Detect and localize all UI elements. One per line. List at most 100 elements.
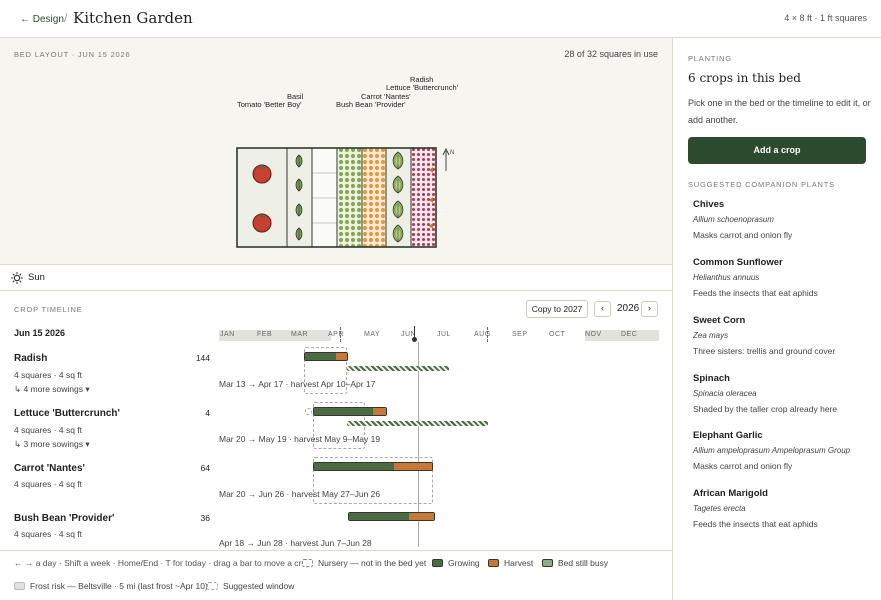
crop-label-basil: Basil	[287, 92, 304, 101]
month-label: APR	[328, 331, 344, 338]
next-year-button[interactable]: ›	[641, 301, 658, 317]
crop-label-radish: Radish	[410, 75, 434, 84]
crop-label-bush-bean: Bush Bean 'Provider'	[336, 100, 406, 109]
crop-timeline: CROP TIMELINE Copy to 2027 ‹ 2026 › Jun …	[0, 291, 673, 550]
legend-growing: Growing	[432, 558, 480, 568]
companion-sweet-corn[interactable]: Sweet Corn Zea mays Three sisters: trell…	[693, 315, 873, 356]
panel-label: PLANTING	[688, 54, 732, 63]
crop-name-bush-bean[interactable]: Bush Bean 'Provider'	[14, 513, 115, 524]
month-label: MAY	[364, 331, 381, 338]
prev-year-button[interactable]: ‹	[594, 301, 611, 317]
window-swatch	[207, 582, 218, 590]
bed-layout-label: BED LAYOUT · JUN 15 2026	[14, 50, 131, 59]
frost-risk-band-spring	[219, 330, 331, 341]
top-bar: ← Design / Kitchen Garden 4 × 8 ft · 1 f…	[0, 0, 881, 38]
harvest-swatch	[488, 559, 499, 567]
today-marker[interactable]	[414, 326, 415, 341]
crop-name-carrot[interactable]: Carrot 'Nantes'	[14, 463, 85, 474]
north-indicator: N	[450, 150, 454, 156]
companion-name: Common Sunflower	[693, 257, 783, 268]
companions-label: SUGGESTED COMPANION PLANTS	[688, 180, 835, 189]
companion-name: Spinach	[693, 373, 730, 384]
squares-in-use: 28 of 32 squares in use	[564, 49, 658, 59]
bar-carrot[interactable]	[313, 462, 433, 471]
range-lettuce: Mar 20 → May 19 · harvest May 9–May 19	[219, 434, 381, 444]
legend-nursery: Nursery — not in the bed yet	[302, 558, 426, 568]
companion-note: Shaded by the taller crop already here	[693, 404, 838, 414]
companion-name: Elephant Garlic	[693, 430, 763, 441]
month-label: FEB	[257, 331, 273, 338]
more-sowings-radish[interactable]: ↳ 4 more sowings ▾	[14, 384, 90, 394]
month-label: NOV	[585, 331, 602, 338]
sun-toggle-row[interactable]: Sun	[0, 264, 673, 291]
companion-latin: Allium schoenoprasum	[693, 215, 774, 224]
more-sowings-lettuce[interactable]: ↳ 3 more sowings ▾	[14, 439, 90, 449]
range-radish: Mar 13 → Apr 17 · harvest Apr 10–Apr 17	[219, 379, 376, 389]
add-crop-button[interactable]: Add a crop	[688, 137, 866, 164]
companion-latin: Spinacia oleracea	[693, 389, 757, 398]
crop-count-radish: 144	[195, 353, 210, 363]
suggested-window-radish	[304, 347, 347, 394]
companion-spinach[interactable]: Spinach Spinacia oleracea Shaded by the …	[693, 373, 873, 414]
back-link[interactable]: ← Design	[20, 14, 64, 25]
keyboard-hint: ← → a day · Shift a week · Home/End · T …	[14, 558, 311, 568]
companion-latin: Zea mays	[693, 331, 729, 340]
crop-count-bush-bean: 36	[200, 513, 210, 523]
companion-chives[interactable]: Chives Allium schoenoprasum Masks carrot…	[693, 199, 873, 240]
month-axis: JAN FEB MAR APR MAY JUN JUL AUG SEP OCT …	[219, 326, 659, 342]
companion-note: Masks carrot and onion fly	[693, 461, 793, 471]
copy-to-next-year-button[interactable]: Copy to 2027	[526, 300, 588, 318]
crop-area-carrot: 4 squares · 4 sq ft	[14, 479, 83, 489]
nursery-lettuce	[305, 408, 312, 415]
companion-african-marigold[interactable]: African Marigold Tagetes erecta Feeds th…	[693, 488, 873, 529]
month-label: SEP	[512, 331, 528, 338]
month-label: DEC	[621, 331, 638, 338]
sun-icon	[11, 272, 23, 284]
frost-swatch	[14, 582, 25, 590]
month-label: JUN	[401, 331, 417, 338]
crop-area-lettuce: 4 squares · 4 sq ft	[14, 425, 83, 435]
crop-label-carrot: Carrot 'Nantes'	[361, 92, 411, 101]
companion-sunflower[interactable]: Common Sunflower Helianthus annuus Feeds…	[693, 257, 873, 298]
crop-label-lettuce: Lettuce 'Buttercrunch'	[386, 83, 459, 92]
raised-bed-grid[interactable]: N	[236, 147, 461, 249]
companion-name: Sweet Corn	[693, 315, 746, 326]
month-label: MAR	[291, 331, 309, 338]
nursery-swatch	[302, 559, 313, 567]
page-title: Kitchen Garden	[73, 9, 193, 27]
companion-note: Feeds the insects that eat aphids	[693, 288, 818, 298]
panel-title: 6 crops in this bed	[688, 71, 801, 85]
companion-elephant-garlic[interactable]: Elephant Garlic Allium ampeloprasum Ampe…	[693, 430, 873, 471]
companion-latin: Allium ampeloprasum Ampeloprasum Group	[693, 446, 851, 455]
today-marker-dot[interactable]	[412, 337, 417, 342]
crop-area-bush-bean: 4 squares · 4 sq ft	[14, 529, 83, 539]
companion-note: Three sisters: trellis and ground cover	[693, 346, 836, 356]
sun-label: Sun	[28, 272, 45, 283]
bar-radish[interactable]	[304, 352, 348, 361]
growing-swatch	[432, 559, 443, 567]
companion-note: Feeds the insects that eat aphids	[693, 519, 818, 529]
bar-bush-bean[interactable]	[348, 512, 435, 521]
month-label: JAN	[220, 331, 235, 338]
crop-area-radish: 4 squares · 4 sq ft	[14, 370, 83, 380]
crop-count-lettuce: 4	[205, 408, 210, 418]
crop-label-tomato: Tomato 'Better Boy'	[237, 100, 302, 109]
planting-panel: PLANTING 6 crops in this bed Pick one in…	[674, 38, 881, 600]
breadcrumb-separator: /	[64, 11, 68, 25]
companion-note: Masks carrot and onion fly	[693, 230, 793, 240]
range-carrot: Mar 20 → Jun 26 · harvest May 27–Jun 26	[219, 489, 381, 499]
legend-bed-busy: Bed still busy	[542, 558, 608, 568]
timeline-legend: ← → a day · Shift a week · Home/End · T …	[0, 550, 673, 600]
panel-description: Pick one in the bed or the timeline to e…	[688, 98, 871, 125]
month-label: AUG	[474, 331, 491, 338]
companion-name: African Marigold	[693, 488, 768, 499]
bar-lettuce[interactable]	[313, 407, 387, 416]
bed-busy-radish	[347, 366, 449, 371]
crop-name-radish[interactable]: Radish	[14, 353, 48, 364]
bed-dimensions: 4 × 8 ft · 1 ft squares	[784, 13, 867, 23]
frost-risk-band-fall	[585, 330, 659, 341]
companion-latin: Tagetes erecta	[693, 504, 746, 513]
bed-layout-area: BED LAYOUT · JUN 15 2026 28 of 32 square…	[0, 38, 673, 264]
legend-harvest: Harvest	[488, 558, 533, 568]
crop-name-lettuce[interactable]: Lettuce 'Buttercrunch'	[14, 408, 120, 419]
